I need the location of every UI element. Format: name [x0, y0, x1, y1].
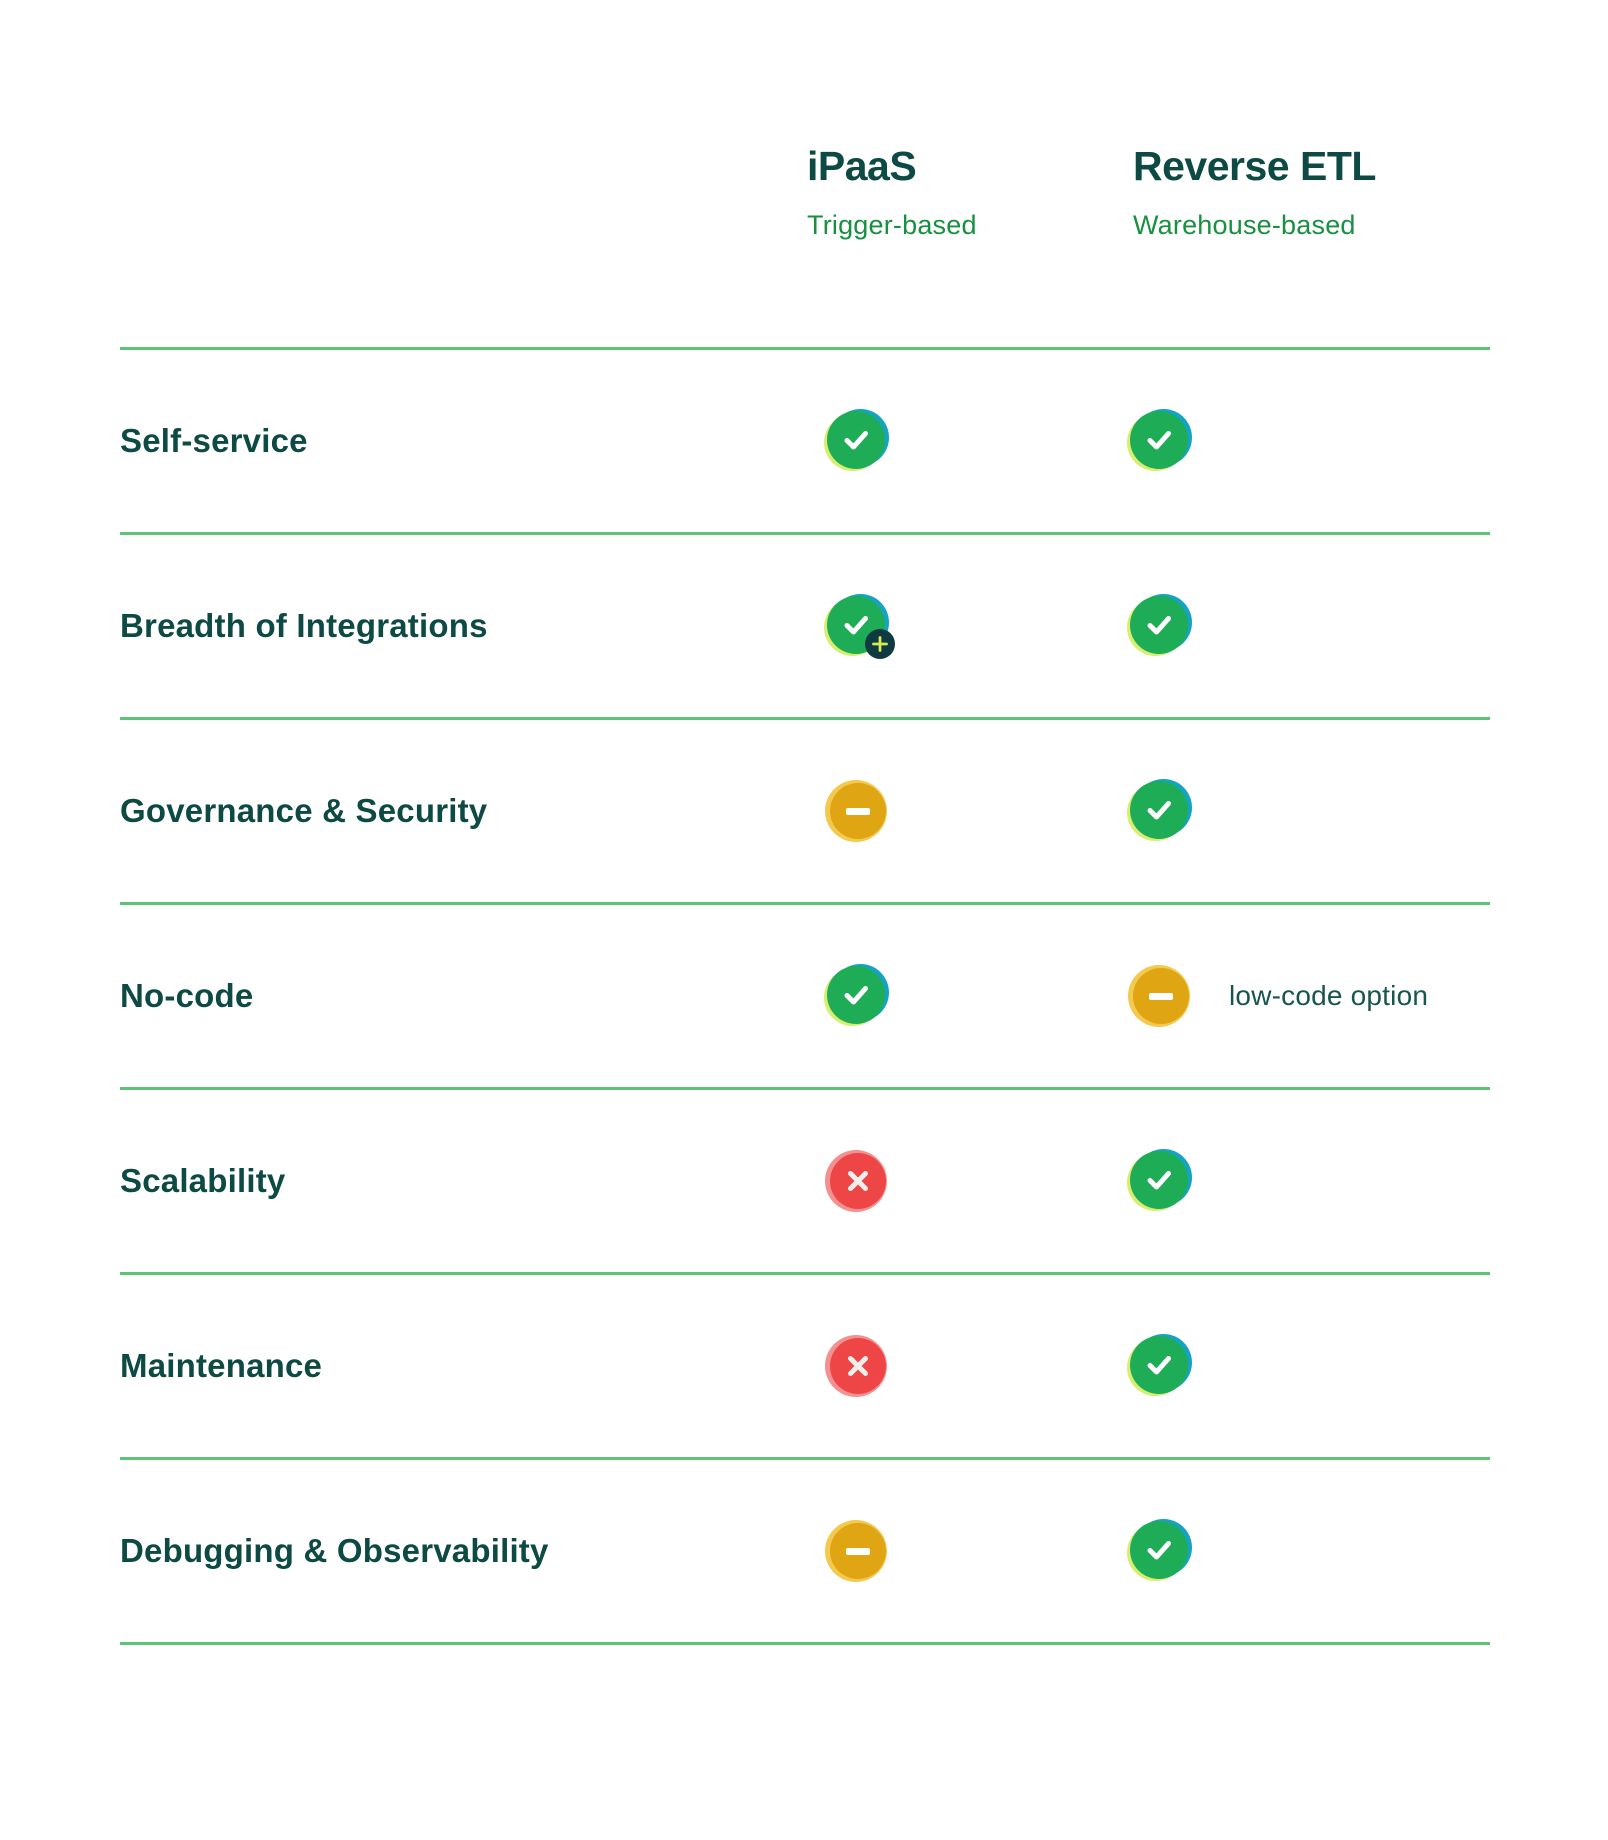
row-label: Breadth of Integrations — [120, 607, 488, 645]
check-icon — [1127, 1518, 1193, 1584]
minus-glyph — [846, 1548, 870, 1555]
minus-icon — [824, 778, 890, 844]
icon-circle-layer — [1130, 1151, 1188, 1209]
check-icon — [824, 408, 890, 474]
icon-circle-layer — [1130, 596, 1188, 654]
check-plus-icon — [824, 593, 895, 659]
check-icon — [1127, 1148, 1193, 1214]
icon-circle-layer — [1130, 1521, 1188, 1579]
table-row: Maintenance — [120, 1272, 1490, 1457]
column-title-reverse-etl: Reverse ETL — [1133, 143, 1376, 189]
plus-badge-icon — [865, 629, 895, 659]
check-icon — [1127, 593, 1193, 659]
table-row: Debugging & Observability — [120, 1457, 1490, 1642]
cell-ipaas — [807, 963, 1133, 1029]
cell-ipaas — [807, 593, 1133, 659]
table-row: No-code low-code option — [120, 902, 1490, 1087]
cell-ipaas — [807, 408, 1133, 474]
cell-ipaas — [807, 778, 1133, 844]
icon-circle-layer — [1130, 781, 1188, 839]
minus-glyph — [846, 808, 870, 815]
row-label: Governance & Security — [120, 792, 488, 830]
icon-circle-layer — [1130, 1336, 1188, 1394]
table-row: Scalability — [120, 1087, 1490, 1272]
cell-retl — [1127, 1148, 1490, 1214]
cell-retl — [1127, 1518, 1490, 1584]
row-label: Scalability — [120, 1162, 286, 1200]
column-subtitle-ipaas: Trigger-based — [807, 210, 977, 240]
cross-icon — [824, 1333, 890, 1399]
check-icon — [1127, 1333, 1193, 1399]
table-row: Breadth of Integrations — [120, 532, 1490, 717]
cell-retl: low-code option — [1128, 963, 1490, 1029]
minus-icon — [1127, 963, 1193, 1029]
column-header-ipaas: iPaaS Trigger-based — [807, 146, 977, 239]
icon-circle-layer — [827, 966, 885, 1024]
row-label: Debugging & Observability — [120, 1532, 549, 1570]
icon-circle-layer — [1130, 411, 1188, 469]
cell-retl — [1127, 593, 1490, 659]
column-header-reverse-etl: Reverse ETL Warehouse-based — [1133, 146, 1376, 239]
cell-retl — [1127, 1333, 1490, 1399]
cell-ipaas — [807, 1148, 1133, 1214]
table-row: Governance & Security — [120, 717, 1490, 902]
check-icon — [1127, 778, 1193, 844]
minus-icon — [824, 1518, 890, 1584]
cell-retl — [1127, 408, 1490, 474]
check-icon — [1127, 408, 1193, 474]
table-row: Self-service — [120, 347, 1490, 532]
cross-icon — [824, 1148, 890, 1214]
row-label: No-code — [120, 977, 254, 1015]
row-label: Self-service — [120, 422, 308, 460]
icon-circle-layer — [827, 411, 885, 469]
column-title-ipaas: iPaaS — [807, 143, 917, 189]
row-label: Maintenance — [120, 1347, 323, 1385]
column-subtitle-reverse-etl: Warehouse-based — [1133, 210, 1356, 240]
cell-ipaas — [807, 1518, 1133, 1584]
check-icon — [824, 963, 890, 1029]
note-label: low-code option — [1229, 980, 1429, 1011]
comparison-table: Self-service Breadth of Integrations Gover… — [120, 347, 1490, 1645]
cell-ipaas — [807, 1333, 1133, 1399]
cell-retl — [1127, 778, 1490, 844]
minus-glyph — [1149, 993, 1173, 1000]
